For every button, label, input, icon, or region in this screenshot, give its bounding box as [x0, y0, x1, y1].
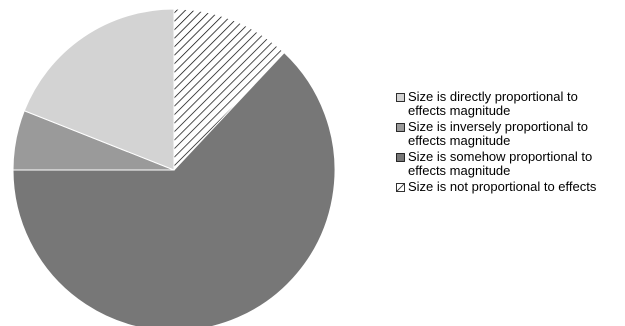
legend-item-somehow: Size is somehow proportional to effects … — [396, 150, 616, 178]
legend-swatch-somehow — [396, 153, 405, 162]
legend-label-not-proportional: Size is not proportional to effects — [408, 179, 597, 194]
legend-item-not-proportional: Size is not proportional to effects — [396, 180, 616, 194]
legend-item-inversely: Size is inversely proportional to effect… — [396, 120, 616, 148]
legend-swatch-directly — [396, 93, 405, 102]
legend-swatch-inversely — [396, 123, 405, 132]
pie-slice-somehow — [12, 51, 336, 326]
legend-swatch-not-proportional — [396, 183, 405, 192]
pie-slice-directly — [23, 8, 175, 171]
chart-legend: Size is directly proportional to effects… — [396, 90, 616, 196]
legend-label-somehow: Size is somehow proportional to effects … — [408, 149, 593, 178]
legend-label-inversely: Size is inversely proportional to effect… — [408, 119, 588, 148]
pie-slice-not-proportional — [173, 8, 285, 172]
legend-item-directly: Size is directly proportional to effects… — [396, 90, 616, 118]
legend-label-directly: Size is directly proportional to effects… — [408, 89, 578, 118]
pie-slices — [12, 8, 336, 326]
